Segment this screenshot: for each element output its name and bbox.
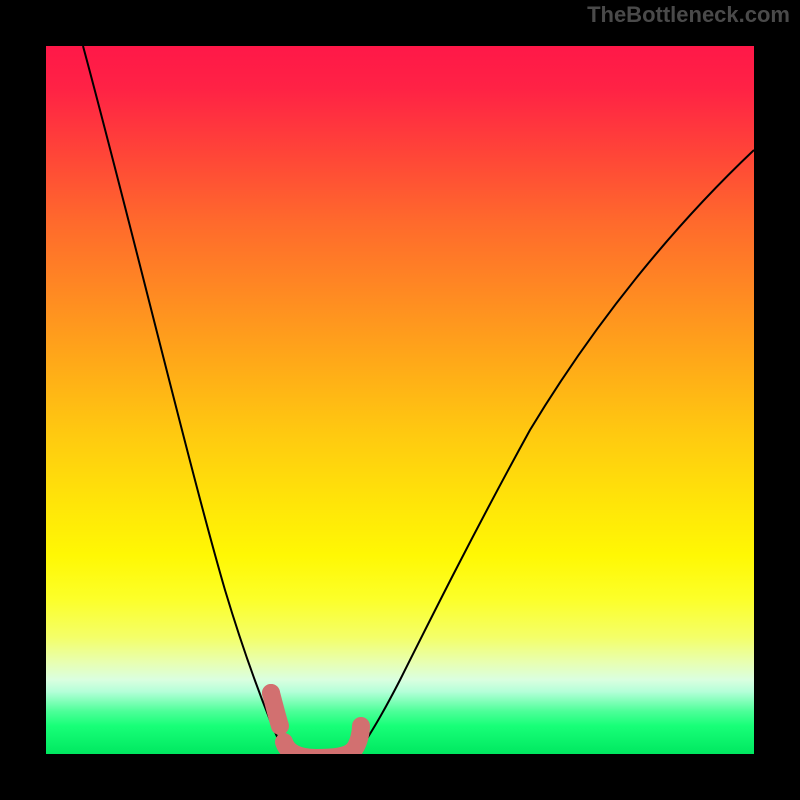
chart-plot-area <box>46 46 754 754</box>
chart-frame: TheBottleneck.com <box>0 0 800 800</box>
curve-right <box>358 150 754 752</box>
trough-marker-dot <box>262 684 280 702</box>
trough-marker-path <box>271 693 361 754</box>
curve-left <box>83 46 290 754</box>
bottleneck-curve <box>46 46 754 754</box>
watermark-text: TheBottleneck.com <box>587 2 790 28</box>
